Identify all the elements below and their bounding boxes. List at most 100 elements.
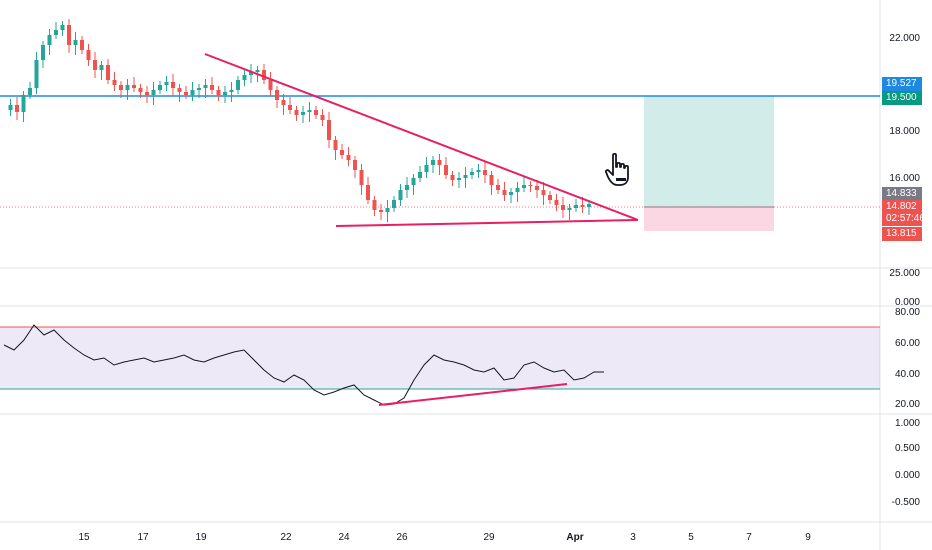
candle-body	[301, 112, 305, 115]
candle-body	[54, 30, 58, 35]
target-zone[interactable]	[644, 96, 774, 207]
support-trendline[interactable]	[335, 219, 639, 227]
candle-body	[164, 82, 169, 85]
candle-body	[528, 185, 533, 186]
candle-body	[86, 50, 91, 60]
candle-body	[554, 200, 559, 205]
candle-body	[203, 85, 208, 88]
descending-trendline[interactable]	[204, 53, 639, 221]
candle-body	[457, 178, 461, 180]
candle-body	[60, 25, 65, 30]
candle-body	[353, 160, 357, 170]
time-axis-label: 22	[280, 532, 292, 543]
candle-body	[398, 190, 403, 200]
time-axis-label: 26	[396, 532, 408, 543]
candle-body	[346, 155, 351, 160]
candlestick-series	[8, 19, 591, 222]
candle-body	[288, 105, 292, 110]
candle-body	[379, 210, 383, 212]
candle-body	[307, 110, 312, 112]
last-price-tag: 14.802 02:57:46	[882, 200, 925, 226]
candle-body	[281, 100, 286, 105]
candle-body	[366, 185, 370, 200]
candle-body	[255, 70, 260, 72]
osc-axis-label: 0.000	[894, 470, 920, 481]
candle-body	[151, 90, 156, 95]
candle-body	[320, 115, 325, 120]
candle-body	[80, 40, 84, 50]
time-axis-label: 29	[483, 532, 495, 543]
candle-body	[34, 60, 39, 88]
candle-body	[158, 85, 162, 90]
time-axis-label: 3	[630, 532, 636, 543]
candle-body	[236, 80, 240, 90]
candle-body	[548, 195, 552, 200]
candle-body	[41, 45, 45, 60]
level-price-tag: 19.500	[882, 91, 922, 105]
time-axis-label: 19	[195, 532, 207, 543]
candle-body	[463, 175, 468, 178]
candle-body	[197, 88, 201, 90]
rsi-divergence-line[interactable]	[378, 383, 568, 406]
candle-body	[229, 90, 234, 92]
candle-body	[262, 70, 266, 80]
candle-body	[106, 65, 110, 80]
candle-body	[190, 90, 195, 95]
candle-body	[372, 200, 377, 210]
candle-body	[580, 205, 585, 207]
candle-body	[444, 165, 448, 175]
volume-axis-label: 25.000	[889, 268, 920, 279]
candle-body	[99, 65, 104, 70]
osc-axis-label: 1.000	[894, 418, 920, 429]
osc-axis-label: 0.500	[894, 443, 920, 454]
time-axis-label: 17	[137, 532, 149, 543]
candle-body	[587, 204, 591, 207]
chart-background	[0, 0, 880, 550]
rsi-axis-label: 80.00	[894, 307, 920, 318]
price-axis-label: 22.000	[889, 33, 920, 44]
rsi-axis-label: 40.00	[894, 369, 920, 380]
candle-body	[483, 170, 487, 175]
candle-body	[132, 85, 136, 88]
candle-body	[268, 80, 273, 90]
candle-body	[535, 186, 539, 190]
stop-price-tag: 13.815	[882, 227, 922, 241]
candle-body	[93, 60, 97, 70]
candle-body	[184, 92, 188, 95]
candle-body	[15, 105, 19, 112]
candle-body	[171, 82, 175, 88]
time-axis-label: 9	[805, 532, 811, 543]
candle-body	[249, 72, 253, 75]
candle-body	[431, 160, 435, 165]
candle-body	[574, 205, 578, 208]
stop-zone[interactable]	[644, 207, 774, 231]
candle-body	[28, 88, 32, 95]
candle-body	[275, 90, 279, 100]
candle-body	[385, 208, 390, 212]
volume-axis-label: 0.000	[894, 297, 920, 308]
candle-body	[411, 178, 416, 185]
candle-body	[333, 140, 338, 150]
rsi-axis-label: 60.00	[894, 338, 920, 349]
target-price-tag: 19.527	[882, 77, 922, 91]
candle-body	[73, 40, 78, 45]
candle-body	[119, 85, 123, 90]
rsi-line	[3, 324, 604, 406]
time-axis-label: 15	[78, 532, 90, 543]
last-price-value: 14.802	[886, 201, 917, 212]
price-axis-label: 16.000	[889, 173, 920, 184]
candle-body	[502, 190, 507, 195]
time-axis-label: 7	[746, 532, 752, 543]
candle-body	[405, 185, 409, 190]
candle-body	[567, 208, 572, 210]
candle-body	[210, 85, 214, 90]
candle-body	[424, 165, 429, 172]
candle-body	[437, 160, 442, 165]
candle-body	[450, 175, 455, 180]
candle-body	[476, 170, 481, 172]
candle-body	[470, 172, 474, 175]
bar-countdown: 02:57:46	[886, 213, 925, 224]
price-axis-label: 18.000	[889, 126, 920, 137]
candle-body	[177, 88, 182, 92]
